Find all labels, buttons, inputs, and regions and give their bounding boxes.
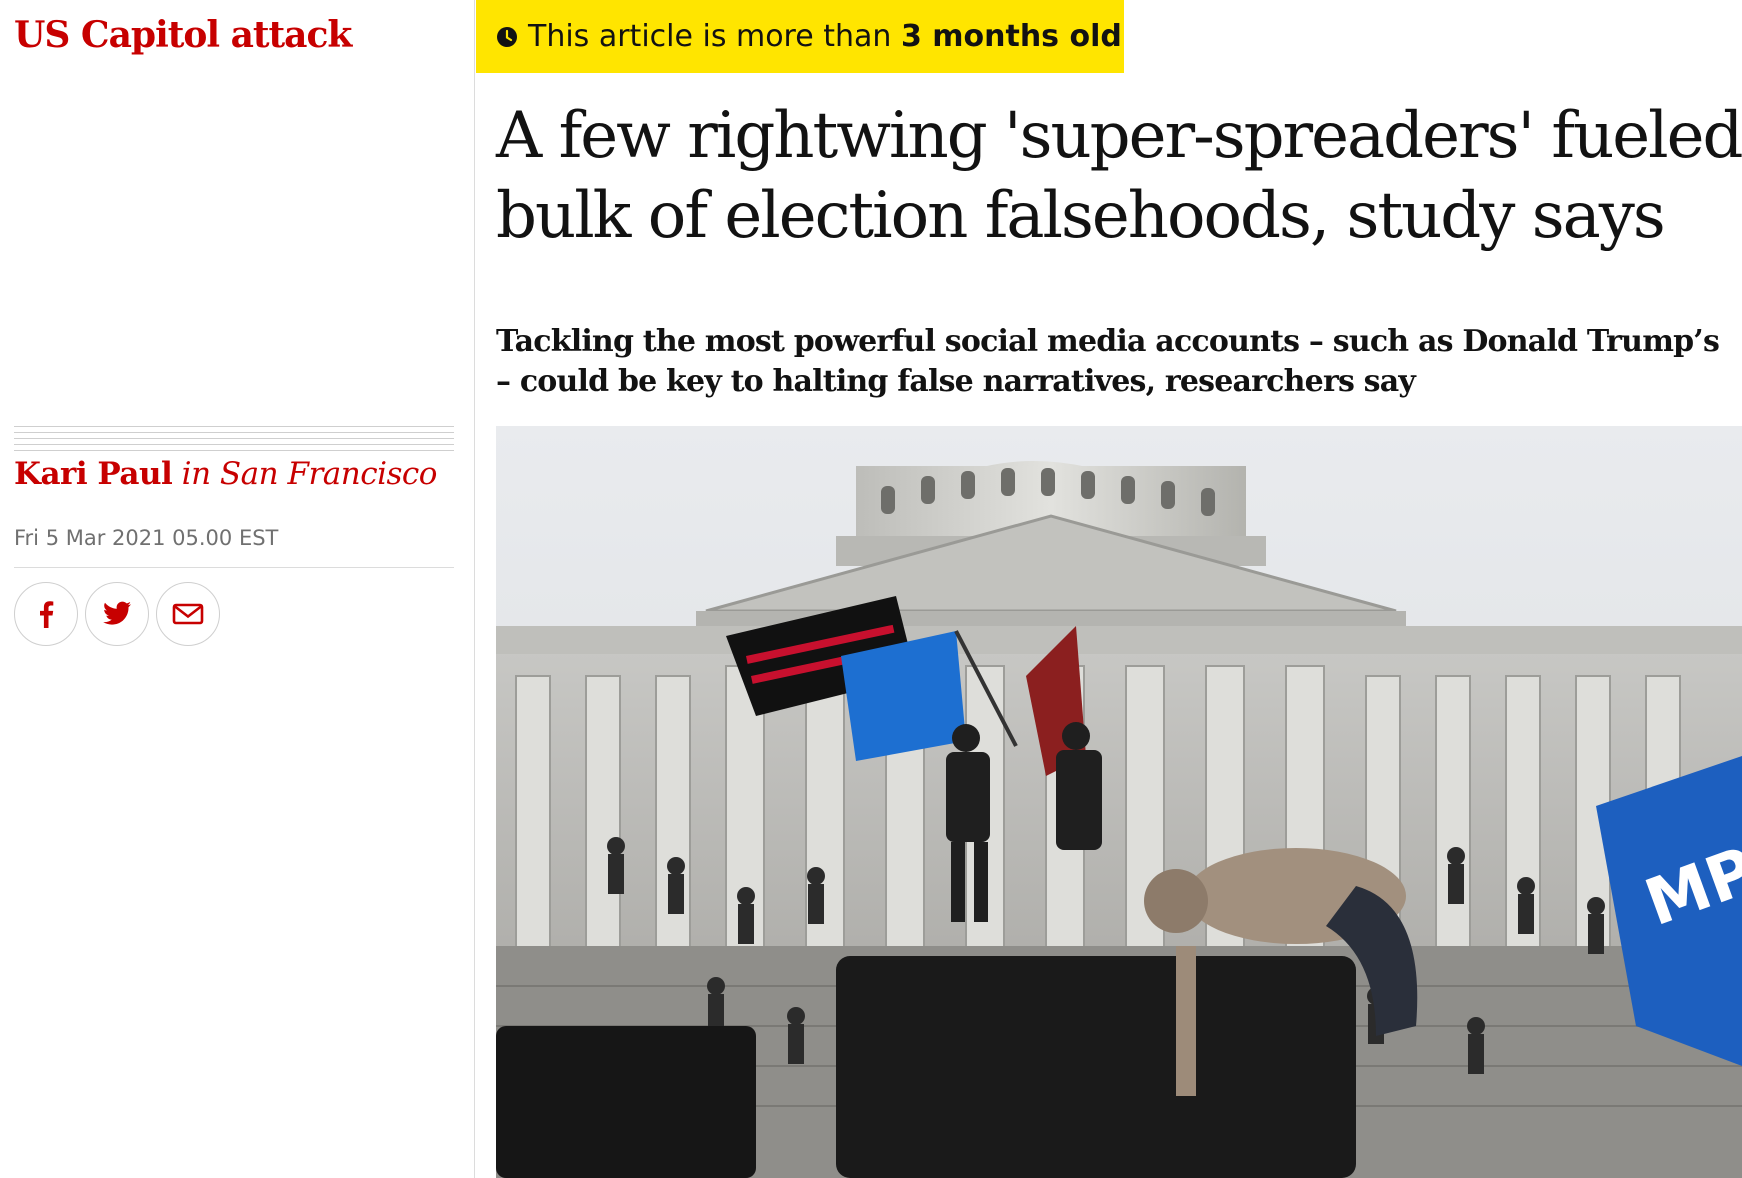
capitol-photo: MP	[496, 426, 1742, 1178]
article-headline: A few rightwing 'super-spreaders' fueled…	[496, 99, 1742, 253]
date-divider	[14, 567, 454, 568]
twitter-icon	[103, 601, 131, 625]
share-facebook-button[interactable]	[14, 582, 78, 646]
dateline: Fri 5 Mar 2021 05.00 EST	[14, 526, 279, 550]
article-age-notice: This article is more than 3 months old	[476, 0, 1124, 73]
clock-icon	[496, 26, 518, 48]
hero-image: MP	[496, 426, 1742, 1178]
meta-divider-rules	[14, 426, 454, 452]
facebook-icon	[40, 601, 54, 628]
share-twitter-button[interactable]	[85, 582, 149, 646]
share-buttons	[14, 582, 220, 646]
age-notice-text: This article is more than	[528, 19, 901, 54]
age-notice-highlight: 3 months old	[900, 19, 1122, 54]
article-standfirst: Tackling the most powerful social media …	[496, 324, 1720, 399]
section-label-link[interactable]: US Capitol attack	[14, 14, 352, 56]
author-link[interactable]: Kari Paul	[14, 456, 173, 492]
byline-location: in San Francisco	[181, 456, 438, 492]
email-icon	[172, 603, 204, 625]
byline: Kari Paul in San Francisco	[14, 456, 437, 492]
share-email-button[interactable]	[156, 582, 220, 646]
article-meta-column: US Capitol attack Kari Paul in San Franc…	[0, 0, 475, 1178]
